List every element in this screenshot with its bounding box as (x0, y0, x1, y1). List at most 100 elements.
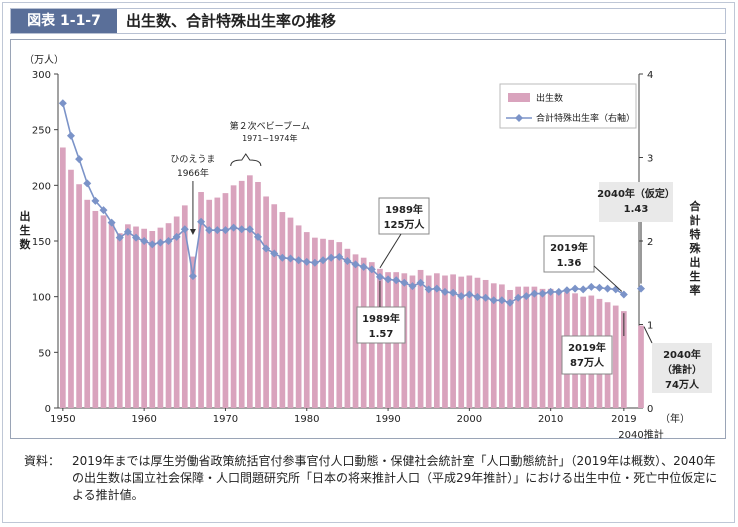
callout-1989-births-line: 125万人 (384, 218, 426, 231)
marker-tfr (375, 272, 384, 281)
bar-births (60, 147, 66, 408)
right-axis-label-char: 出 (690, 255, 701, 269)
source-note-text: 2019年までは厚生労働省政策統括官付参事官付人口動態・保健社会統計室「人口動態… (72, 454, 718, 502)
bar-births (76, 184, 82, 408)
marker-tfr (587, 282, 596, 291)
bar-births (230, 185, 237, 408)
legend-swatch-births (508, 93, 530, 102)
bar-births (173, 216, 180, 408)
marker-tfr (530, 289, 539, 298)
bar-births (320, 238, 326, 408)
marker-tfr (481, 293, 490, 302)
marker-tfr (367, 265, 376, 274)
callout-2040-births-arrow (643, 326, 653, 344)
marker-tfr (359, 262, 368, 271)
callout-2040-tfr-line: 1.43 (624, 204, 649, 215)
marker-tfr (506, 298, 515, 307)
marker-tfr (473, 292, 482, 301)
callout-2040-tfr-box (599, 182, 673, 222)
marker-tfr (319, 256, 328, 265)
left-axis-unit: （万人） (24, 54, 64, 66)
bar-births (425, 275, 432, 408)
callout-2040-births-line: 2040年 (663, 348, 701, 361)
right-axis-tick-label: 4 (647, 70, 653, 81)
marker-tfr (58, 99, 67, 108)
callout-2040-births-line: 74万人 (665, 378, 700, 391)
marker-tfr (221, 226, 230, 235)
figure-title: 出生数、合計特殊出生率の推移 (126, 12, 337, 30)
bar-births (271, 204, 278, 408)
callout-2019-tfr-box (543, 235, 595, 273)
x-axis-tick-label: 2000 (457, 414, 482, 425)
bar-births (482, 279, 489, 408)
bar-births (287, 217, 294, 408)
left-axis-tick-label: 50 (38, 348, 51, 359)
marker-tfr (91, 196, 100, 205)
marker-tfr (302, 257, 311, 266)
bar-births (149, 230, 156, 408)
marker-tfr (440, 287, 449, 296)
left-axis-tick-label: 100 (32, 293, 51, 304)
chart: 05010015020025030001234（万人）出生数合計特殊出生率195… (20, 54, 712, 440)
bar-births (344, 248, 351, 408)
bar-births (125, 224, 131, 408)
callout-1989-tfr-line: 1.57 (369, 329, 394, 340)
marker-tfr (579, 285, 588, 294)
bar-births (409, 275, 416, 408)
annotation-babyboom-brace (230, 153, 262, 167)
bar-births (247, 175, 253, 408)
annotation-hinoeuma: ひのえうま (170, 154, 215, 165)
callout-1989-births-line: 1989年 (385, 203, 423, 216)
marker-tfr-2040 (637, 284, 645, 293)
marker-tfr (83, 179, 92, 188)
marker-tfr (278, 253, 287, 262)
callout-2040-births-line: （推計） (662, 363, 702, 376)
callout-2040-births-box (652, 343, 712, 393)
bar-births (303, 232, 310, 408)
bar-births (312, 237, 318, 408)
marker-tfr (432, 284, 441, 293)
marker-tfr (546, 287, 555, 296)
annotation-hinoeuma-year: 1966年 (177, 167, 209, 179)
bar-births (238, 180, 245, 408)
marker-tfr (408, 282, 417, 291)
figure-header: 図表 1-1-7 出生数、合計特殊出生率の推移 (10, 8, 726, 34)
x-axis-tick-label: 1990 (375, 414, 400, 425)
bar-births (84, 199, 91, 408)
callout-2019-tfr-line: 2019年 (550, 241, 588, 254)
marker-tfr (115, 233, 124, 242)
bar-births (352, 254, 359, 408)
marker-tfr (66, 131, 75, 140)
bar-births (434, 273, 440, 408)
marker-tfr (351, 260, 360, 269)
marker-tfr (180, 225, 189, 234)
x-axis-tick-label: 2019 (611, 414, 636, 425)
bar-births (279, 212, 286, 408)
bar-births (507, 289, 513, 408)
x-axis-unit: （年） (660, 412, 690, 425)
bar-births (295, 225, 302, 408)
right-axis-label-char: 計 (690, 213, 701, 227)
left-axis-label-char: 出 (20, 209, 31, 223)
bar-births (612, 305, 619, 408)
marker-tfr (392, 276, 401, 285)
bar-births (450, 274, 456, 408)
callout-2019-births-line: 2019年 (568, 341, 606, 354)
x-axis-tick-label: 1980 (294, 414, 319, 425)
right-axis-label-char: 殊 (690, 241, 702, 255)
legend-label-tfr: 合計特殊出生率（右軸） (536, 112, 635, 124)
right-axis-label-char: 合 (690, 199, 702, 213)
bar-births (214, 197, 221, 408)
bar-births (417, 269, 424, 408)
x-axis-tick-label: 1970 (213, 414, 238, 425)
marker-tfr (229, 223, 238, 232)
bar-births (222, 193, 229, 408)
marker-tfr (514, 293, 523, 302)
marker-tfr (245, 225, 254, 234)
marker-tfr (416, 278, 425, 287)
bar-births (100, 215, 107, 408)
bar-births (539, 288, 546, 408)
annotation-babyboom: 第２次ベビーブーム (230, 120, 310, 132)
line-tfr (62, 103, 625, 304)
bar-births (92, 210, 99, 408)
